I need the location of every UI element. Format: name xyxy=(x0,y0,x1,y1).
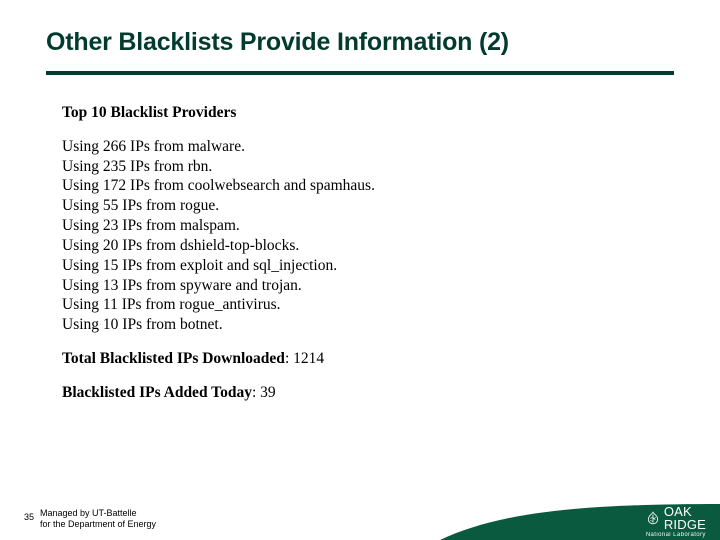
list-item: Using 13 IPs from spyware and trojan. xyxy=(62,276,660,296)
list-item: Using 266 IPs from malware. xyxy=(62,137,660,157)
colon: : xyxy=(285,350,293,367)
list-item: Using 172 IPs from coolwebsearch and spa… xyxy=(62,176,660,196)
list-item: Using 11 IPs from rogue_antivirus. xyxy=(62,295,660,315)
logo-text: OAK RIDGE xyxy=(664,505,706,531)
slide-title: Other Blacklists Provide Information (2) xyxy=(0,0,720,67)
leaf-icon xyxy=(646,511,660,525)
total-value: 1214 xyxy=(293,350,324,367)
content-area: Top 10 Blacklist Providers Using 266 IPs… xyxy=(0,75,720,403)
logo-subtitle: National Laboratory xyxy=(646,532,706,538)
added-value: 39 xyxy=(260,384,276,401)
managed-by: Managed by UT-Battelle for the Departmen… xyxy=(40,508,156,530)
total-line: Total Blacklisted IPs Downloaded: 1214 xyxy=(62,349,660,369)
footer: 35 Managed by UT-Battelle for the Depart… xyxy=(0,496,720,540)
added-line: Blacklisted IPs Added Today: 39 xyxy=(62,383,660,403)
list-item: Using 55 IPs from rogue. xyxy=(62,196,660,216)
provider-list: Using 266 IPs from malware. Using 235 IP… xyxy=(62,137,660,335)
section-heading: Top 10 Blacklist Providers xyxy=(62,103,660,123)
slide: Other Blacklists Provide Information (2)… xyxy=(0,0,720,540)
total-label: Total Blacklisted IPs Downloaded xyxy=(62,350,285,367)
logo-ridge: RIDGE xyxy=(664,517,706,532)
managed-line1: Managed by UT-Battelle xyxy=(40,508,156,519)
list-item: Using 10 IPs from botnet. xyxy=(62,315,660,335)
ornl-logo: OAK RIDGE National Laboratory xyxy=(646,505,706,538)
logo-main: OAK RIDGE xyxy=(646,505,706,531)
list-item: Using 15 IPs from exploit and sql_inject… xyxy=(62,256,660,276)
list-item: Using 20 IPs from dshield-top-blocks. xyxy=(62,236,660,256)
added-label: Blacklisted IPs Added Today xyxy=(62,384,252,401)
list-item: Using 23 IPs from malspam. xyxy=(62,216,660,236)
page-number: 35 xyxy=(24,512,34,522)
colon: : xyxy=(252,384,260,401)
list-item: Using 235 IPs from rbn. xyxy=(62,157,660,177)
managed-line2: for the Department of Energy xyxy=(40,519,156,530)
